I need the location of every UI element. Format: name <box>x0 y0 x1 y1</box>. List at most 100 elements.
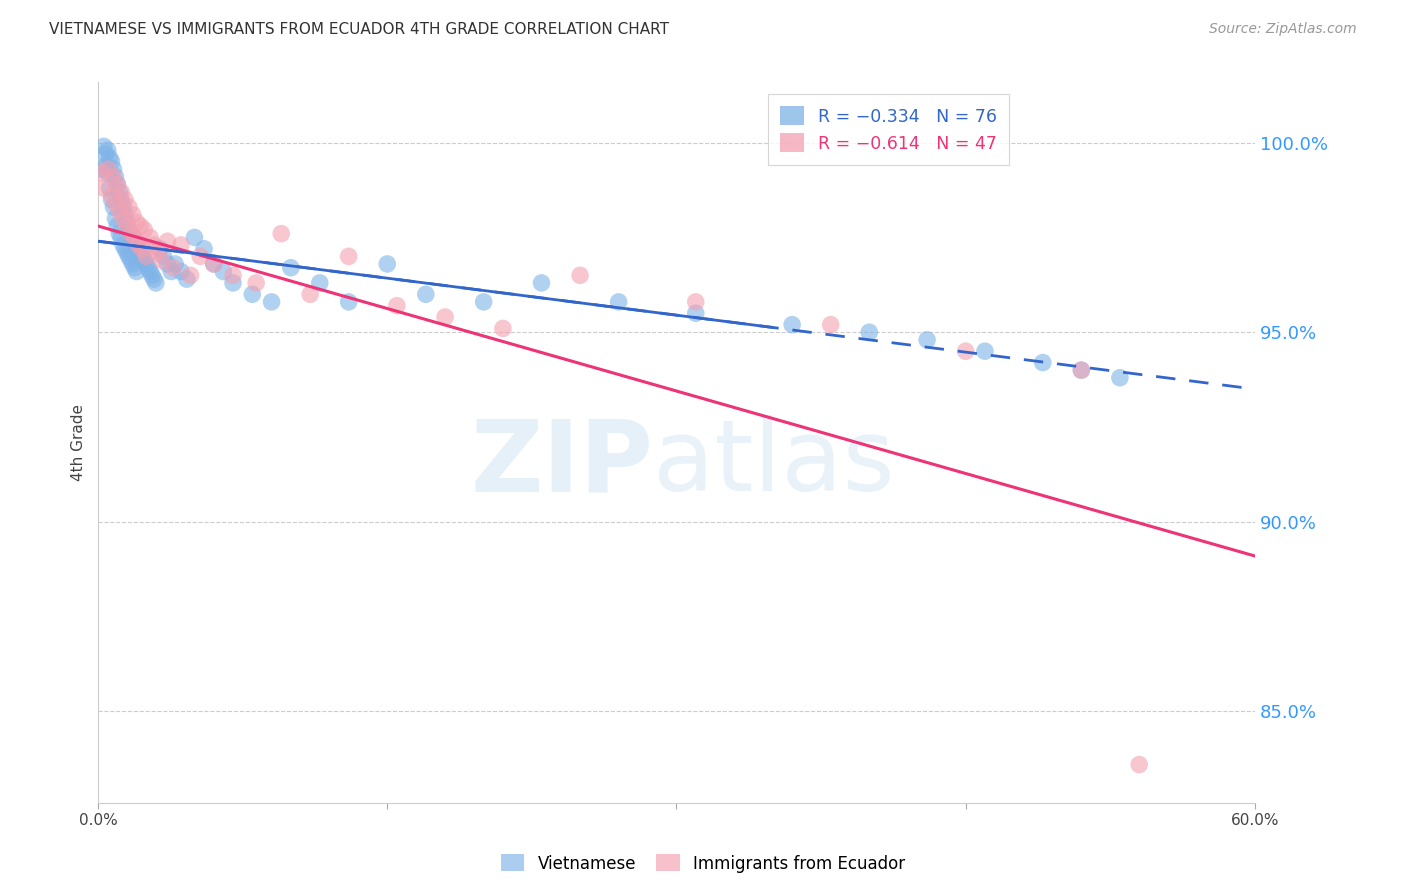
Point <box>270 227 292 241</box>
Point <box>131 249 153 263</box>
Point <box>1070 363 1092 377</box>
Point <box>93 181 115 195</box>
Point <box>156 257 179 271</box>
Point <box>955 344 977 359</box>
Point <box>337 294 360 309</box>
Point <box>150 253 173 268</box>
Point <box>280 260 302 275</box>
Point <box>125 264 148 278</box>
Point <box>105 178 128 192</box>
Point <box>141 268 163 283</box>
Legend: Vietnamese, Immigrants from Ecuador: Vietnamese, Immigrants from Ecuador <box>495 847 911 880</box>
Point <box>118 249 141 263</box>
Point <box>170 238 193 252</box>
Point <box>94 158 117 172</box>
Point <box>110 193 132 207</box>
Point <box>121 257 143 271</box>
Point <box>569 268 592 283</box>
Point <box>202 257 225 271</box>
Point <box>685 306 707 320</box>
Point <box>115 219 138 233</box>
Point <box>135 257 157 271</box>
Point <box>93 139 115 153</box>
Point <box>472 294 495 309</box>
Point <box>128 242 150 256</box>
Point <box>112 211 135 226</box>
Point <box>115 215 138 229</box>
Point <box>98 181 121 195</box>
Point <box>100 193 122 207</box>
Point <box>112 238 135 252</box>
Point <box>103 162 125 177</box>
Point <box>530 276 553 290</box>
Point <box>492 321 515 335</box>
Point <box>212 264 235 278</box>
Point <box>607 294 630 309</box>
Point <box>149 242 172 256</box>
Point <box>145 276 167 290</box>
Point <box>100 188 122 202</box>
Point <box>115 245 138 260</box>
Point <box>375 257 398 271</box>
Point <box>134 253 156 268</box>
Point <box>170 264 193 278</box>
Point <box>90 166 112 180</box>
Point <box>1109 370 1132 384</box>
Point <box>183 230 205 244</box>
Point <box>120 227 142 241</box>
Point <box>434 310 457 324</box>
Point <box>415 287 437 301</box>
Point <box>112 200 135 214</box>
Point <box>129 245 152 260</box>
Point <box>165 257 187 271</box>
Point <box>131 242 153 256</box>
Point <box>143 272 166 286</box>
Point <box>120 253 142 268</box>
Point <box>176 272 198 286</box>
Point <box>202 257 225 271</box>
Point <box>94 147 117 161</box>
Point <box>337 249 360 263</box>
Point <box>685 294 707 309</box>
Point <box>299 287 322 301</box>
Point <box>820 318 842 332</box>
Point <box>120 227 142 241</box>
Point <box>245 276 267 290</box>
Text: Source: ZipAtlas.com: Source: ZipAtlas.com <box>1209 22 1357 37</box>
Point <box>121 208 143 222</box>
Point <box>98 151 121 165</box>
Point <box>139 264 162 278</box>
Point <box>114 193 136 207</box>
Point <box>90 162 112 177</box>
Point <box>110 230 132 244</box>
Point <box>222 276 245 290</box>
Point <box>103 169 125 184</box>
Point <box>193 242 215 256</box>
Point <box>124 230 146 244</box>
Point <box>124 260 146 275</box>
Point <box>104 169 127 184</box>
Point <box>160 264 183 278</box>
Point <box>114 242 136 256</box>
Point <box>118 223 141 237</box>
Point <box>121 230 143 244</box>
Point <box>915 333 938 347</box>
Point <box>143 238 166 252</box>
Point <box>858 325 880 339</box>
Point <box>1128 757 1150 772</box>
Point <box>114 208 136 222</box>
Point <box>152 249 174 263</box>
Point <box>134 223 156 237</box>
Legend: R = −0.334   N = 76, R = −0.614   N = 47: R = −0.334 N = 76, R = −0.614 N = 47 <box>768 95 1010 165</box>
Point <box>125 215 148 229</box>
Point <box>104 211 127 226</box>
Point <box>108 227 131 241</box>
Point <box>97 166 120 180</box>
Point <box>110 185 132 199</box>
Point <box>103 200 125 214</box>
Point <box>240 287 263 301</box>
Text: VIETNAMESE VS IMMIGRANTS FROM ECUADOR 4TH GRADE CORRELATION CHART: VIETNAMESE VS IMMIGRANTS FROM ECUADOR 4T… <box>49 22 669 37</box>
Point <box>108 185 131 199</box>
Point <box>100 154 122 169</box>
Point <box>124 234 146 248</box>
